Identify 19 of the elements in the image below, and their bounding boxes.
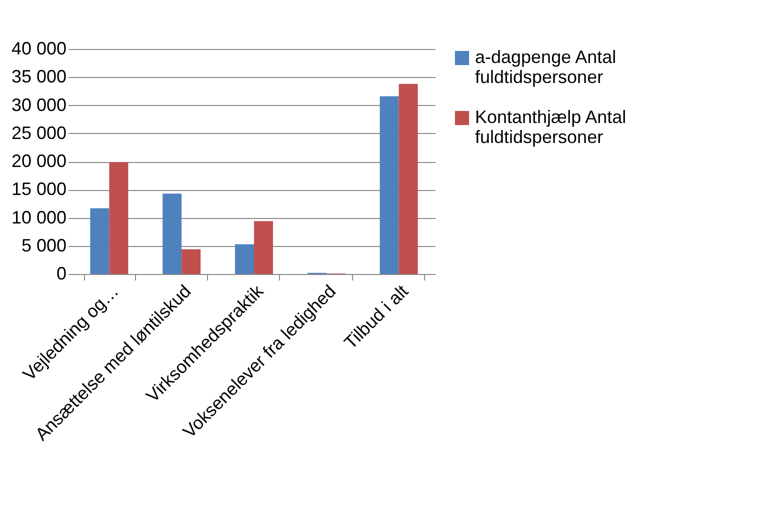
bar — [182, 249, 201, 274]
y-tick-label: 10 000 — [11, 207, 66, 228]
legend-label: a-dagpenge Antal fuldtidspersoner — [475, 47, 616, 87]
y-tick-label: 25 000 — [11, 122, 66, 143]
y-tick-label: 40 000 — [11, 38, 66, 58]
y-tick-label: 35 000 — [11, 66, 66, 87]
bar — [109, 162, 128, 274]
legend-label: Kontanthjælp Antal fuldtidspersoner — [475, 107, 626, 147]
y-tick-label: 15 000 — [11, 179, 66, 200]
bar — [398, 84, 418, 274]
y-tick-label: 0 — [56, 264, 66, 284]
y-tick-label: 30 000 — [11, 94, 66, 115]
bar — [162, 194, 182, 274]
y-tick-label: 5 000 — [21, 235, 66, 256]
bar — [380, 96, 399, 274]
bar — [235, 244, 254, 274]
bar — [254, 221, 273, 274]
y-tick-label: 20 000 — [11, 151, 66, 171]
bar — [90, 208, 110, 274]
